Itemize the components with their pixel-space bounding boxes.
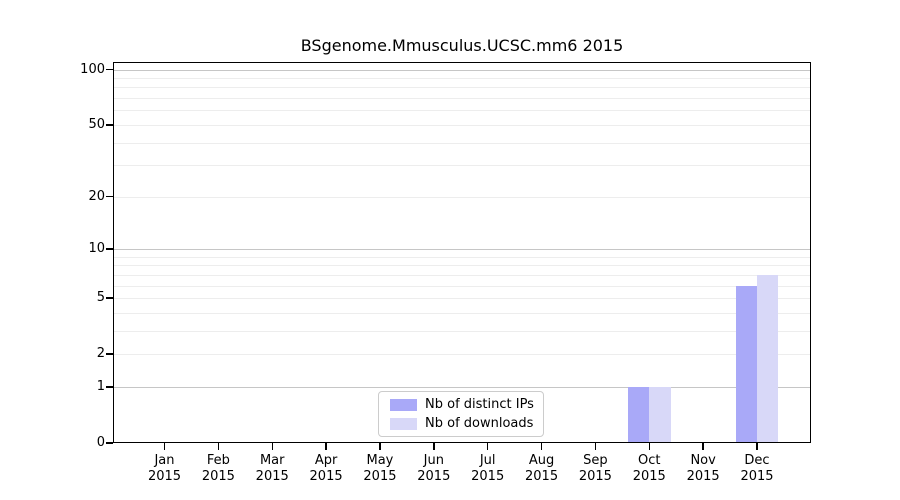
y-tick-mark <box>106 195 113 198</box>
plot-border <box>113 62 811 443</box>
x-tick-mark <box>271 443 273 450</box>
x-tick-label-jan: Jan 2015 <box>147 453 182 484</box>
x-tick-label-feb: Feb 2015 <box>201 453 235 484</box>
legend-label-downloads: Nb of downloads <box>425 416 534 431</box>
y-tick-mark <box>106 353 113 355</box>
y-tick-label-2: 2 <box>96 346 105 362</box>
x-tick-label-may: May 2015 <box>363 453 397 484</box>
x-tick-mark <box>648 443 650 450</box>
x-tick-label-sep: Sep 2015 <box>578 453 612 484</box>
y-tick-mark <box>106 248 113 250</box>
x-tick-mark <box>702 443 704 450</box>
y-tick-mark <box>106 386 113 388</box>
y-tick-label-100: 100 <box>80 61 105 77</box>
gridline-minor <box>113 285 811 287</box>
gridline-minor <box>113 110 811 112</box>
x-tick-mark <box>325 443 327 450</box>
chart-title: BSgenome.Mmusculus.UCSC.mm6 2015 <box>300 36 624 55</box>
x-tick-mark <box>217 443 220 450</box>
gridline-minor <box>113 330 811 332</box>
y-tick-label-10: 10 <box>88 241 105 256</box>
gridline-minor <box>113 87 811 89</box>
x-tick-mark <box>433 443 435 450</box>
x-tick-mark <box>379 443 381 450</box>
bar-nb-of-downloads-oct <box>649 386 671 443</box>
bar-nb-of-distinct-ips-oct <box>627 386 650 443</box>
x-tick-mark <box>756 443 758 450</box>
gridline-minor <box>113 124 811 126</box>
x-tick-label-mar: Mar 2015 <box>255 453 289 484</box>
x-tick-label-aug: Aug 2015 <box>525 453 559 484</box>
y-tick-label-5: 5 <box>96 290 105 306</box>
y-tick-label-0: 0 <box>96 435 105 450</box>
y-tick-mark <box>106 442 113 444</box>
y-tick-mark <box>106 68 113 71</box>
x-tick-label-oct: Oct 2015 <box>632 453 666 484</box>
gridline-minor <box>113 256 811 258</box>
gridline-minor <box>113 78 811 80</box>
gridline-major <box>113 69 811 71</box>
legend-swatch-distinct-ips-icon <box>390 398 417 411</box>
y-tick-mark <box>106 124 113 126</box>
gridline-major <box>113 386 811 388</box>
legend-label-distinct-ips: Nb of distinct IPs <box>425 397 534 412</box>
gridline-minor <box>113 165 811 167</box>
x-tick-mark <box>594 443 597 450</box>
legend: Nb of distinct IPs Nb of downloads <box>378 391 544 437</box>
y-tick-label-20: 20 <box>88 188 105 204</box>
x-tick-mark <box>163 443 166 450</box>
legend-item-distinct-ips: Nb of distinct IPs <box>379 397 543 412</box>
gridline-minor <box>113 312 811 314</box>
x-tick-label-jul: Jul 2015 <box>471 453 505 484</box>
gridline-minor <box>113 298 811 300</box>
x-tick-mark <box>486 443 489 450</box>
gridline-minor <box>113 274 811 276</box>
gridline-minor <box>113 265 811 267</box>
gridline-major <box>113 249 811 250</box>
y-tick-label-1: 1 <box>96 378 105 394</box>
x-tick-mark <box>540 443 543 450</box>
x-tick-label-dec: Dec 2015 <box>740 453 774 484</box>
gridline-minor <box>113 196 811 198</box>
y-tick-mark <box>106 297 113 299</box>
x-tick-label-apr: Apr 2015 <box>309 453 343 484</box>
legend-item-downloads: Nb of downloads <box>379 416 543 431</box>
bar-nb-of-distinct-ips-dec <box>735 285 757 443</box>
plot-area: Nb of distinct IPs Nb of downloads <box>113 62 811 443</box>
gridline-minor <box>113 142 811 144</box>
bar-nb-of-downloads-dec <box>757 274 779 443</box>
legend-swatch-downloads-icon <box>390 417 417 430</box>
gridline-minor <box>113 354 811 356</box>
x-tick-label-jun: Jun 2015 <box>417 453 451 484</box>
gridline-minor <box>113 98 811 100</box>
y-tick-label-50: 50 <box>88 116 105 132</box>
x-tick-label-nov: Nov 2015 <box>686 453 720 484</box>
